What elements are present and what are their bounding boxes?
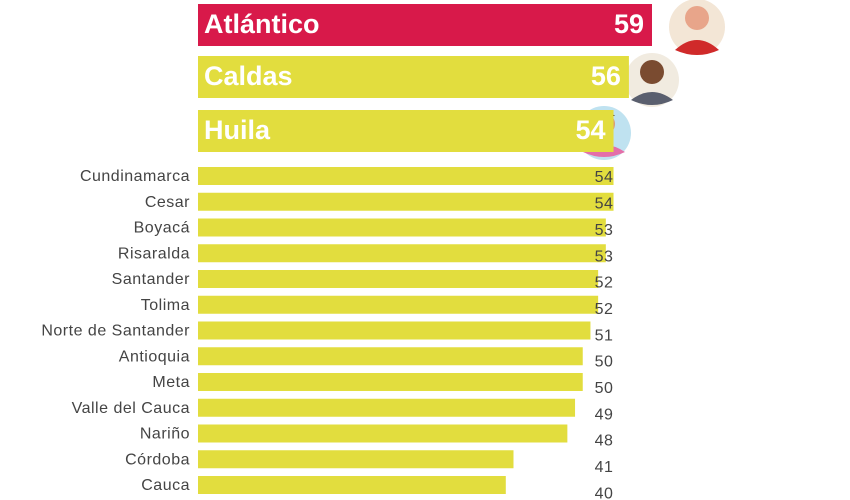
value-label: 53 — [595, 248, 614, 265]
value-label: 40 — [595, 485, 614, 500]
category-label: Cesar — [145, 194, 190, 211]
value-label: 51 — [595, 327, 614, 344]
bar — [198, 56, 629, 98]
category-label: Meta — [152, 374, 190, 391]
bar — [198, 167, 614, 185]
bar — [198, 450, 514, 469]
category-label: Huila — [204, 115, 271, 145]
bar — [198, 4, 652, 46]
value-label: 56 — [591, 61, 621, 91]
value-label: 49 — [595, 406, 614, 423]
value-label: 59 — [614, 9, 644, 39]
bar — [198, 244, 606, 263]
bar — [198, 110, 614, 152]
bar — [198, 398, 576, 417]
bar — [198, 321, 591, 340]
value-label: 54 — [575, 115, 605, 145]
bar — [198, 347, 583, 366]
category-label: Cauca — [141, 477, 190, 494]
value-label: 53 — [595, 222, 614, 239]
bar — [198, 192, 614, 211]
bar — [198, 295, 599, 314]
category-label: Risaralda — [118, 245, 190, 262]
category-label: Nariño — [140, 426, 190, 443]
category-label: Atlántico — [204, 9, 320, 39]
category-label: Boyacá — [134, 220, 190, 237]
category-label: Norte de Santander — [41, 323, 190, 340]
category-label: Cundinamarca — [80, 168, 190, 185]
value-label: 41 — [595, 459, 614, 476]
bar — [198, 476, 506, 494]
bar — [198, 373, 583, 391]
category-label: Valle del Cauca — [72, 400, 190, 417]
value-label: 54 — [595, 169, 614, 186]
bar — [198, 218, 606, 237]
value-label: 52 — [595, 301, 614, 318]
value-label: 50 — [595, 380, 614, 397]
category-label: Antioquia — [119, 348, 190, 365]
category-label: Santander — [112, 271, 191, 288]
category-label: Caldas — [204, 61, 293, 91]
bar — [198, 270, 599, 288]
value-label: 48 — [595, 433, 614, 450]
value-label: 52 — [595, 275, 614, 292]
category-label: Tolima — [141, 297, 190, 314]
value-label: 50 — [595, 354, 614, 371]
value-label: 54 — [595, 196, 614, 213]
category-label: Córdoba — [125, 451, 190, 468]
bar — [198, 424, 568, 443]
